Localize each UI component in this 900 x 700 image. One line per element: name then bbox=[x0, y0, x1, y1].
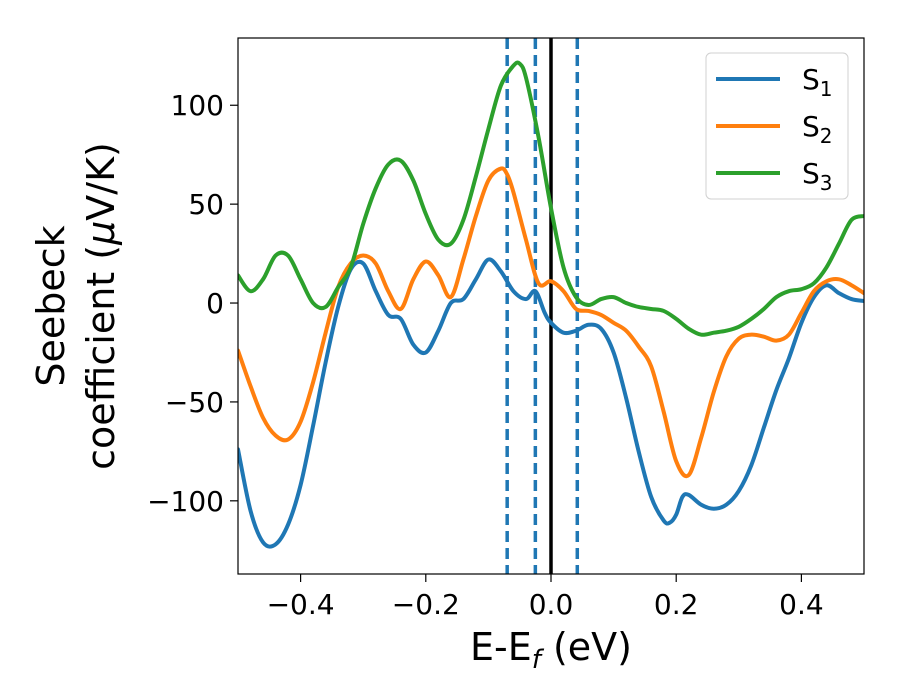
x-axis-label: E-Ef (eV) bbox=[470, 625, 632, 675]
series-line-s2 bbox=[238, 166, 864, 479]
y-axis-label-line2: coefficient (μV/K) bbox=[79, 142, 123, 470]
x-tick-label: 0.0 bbox=[529, 588, 574, 621]
y-axis-label-line1: Seebeck bbox=[29, 225, 73, 386]
y-tick-label: 100 bbox=[171, 89, 224, 122]
legend-label-s3: S3 bbox=[802, 157, 833, 195]
legend-label-s2: S2 bbox=[802, 110, 833, 148]
series-layer bbox=[238, 60, 864, 549]
y-tick-label: −50 bbox=[165, 386, 224, 419]
y-axis-ticks: −100 −50 0 50 100 bbox=[147, 89, 238, 518]
x-axis-ticks: −0.4 −0.2 0.0 0.2 0.4 bbox=[267, 574, 824, 621]
y-tick-label: 0 bbox=[206, 287, 224, 320]
x-tick-label: 0.4 bbox=[779, 588, 824, 621]
series-line-s3 bbox=[238, 60, 864, 337]
y-tick-label: 50 bbox=[188, 188, 224, 221]
x-tick-label: 0.2 bbox=[654, 588, 699, 621]
y-tick-label: −100 bbox=[147, 485, 224, 518]
y-axis-label: Seebeck coefficient (μV/K) bbox=[29, 142, 123, 470]
legend-label-s1: S1 bbox=[802, 63, 833, 101]
legend: S1 S2 S3 bbox=[705, 52, 849, 200]
x-tick-label: −0.2 bbox=[392, 588, 460, 621]
x-tick-label: −0.4 bbox=[267, 588, 335, 621]
